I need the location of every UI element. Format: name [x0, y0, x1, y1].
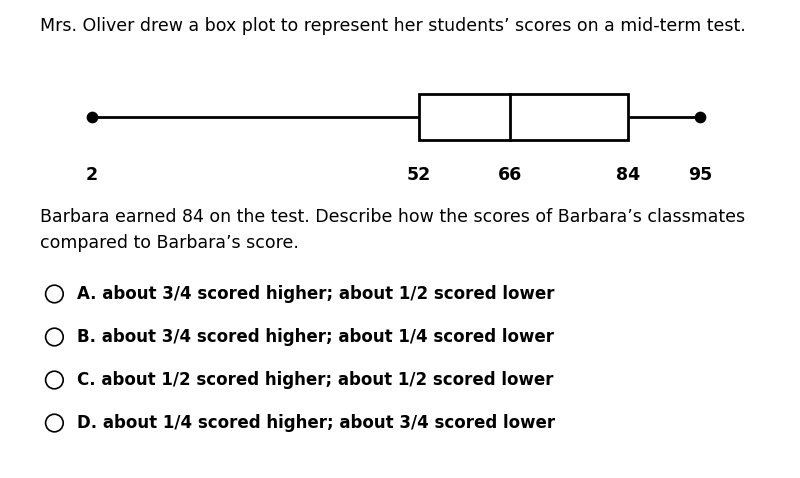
Text: D. about 1/4 scored higher; about 3/4 scored lower: D. about 1/4 scored higher; about 3/4 sc…	[77, 414, 555, 432]
Text: 66: 66	[498, 166, 522, 185]
Text: 95: 95	[688, 166, 712, 185]
Point	[694, 113, 706, 121]
Text: A. about 3/4 scored higher; about 1/2 scored lower: A. about 3/4 scored higher; about 1/2 sc…	[77, 285, 554, 303]
Point	[86, 113, 98, 121]
Text: 84: 84	[616, 166, 640, 185]
Text: 52: 52	[406, 166, 431, 185]
Text: C. about 1/2 scored higher; about 1/2 scored lower: C. about 1/2 scored higher; about 1/2 sc…	[77, 371, 554, 389]
Text: Barbara earned 84 on the test. Describe how the scores of Barbara’s classmates
c: Barbara earned 84 on the test. Describe …	[40, 208, 745, 252]
Text: B. about 3/4 scored higher; about 1/4 scored lower: B. about 3/4 scored higher; about 1/4 sc…	[77, 328, 554, 346]
Text: Mrs. Oliver drew a box plot to represent her students’ scores on a mid-term test: Mrs. Oliver drew a box plot to represent…	[40, 17, 746, 35]
Bar	[419, 94, 628, 140]
Text: 2: 2	[86, 166, 98, 185]
